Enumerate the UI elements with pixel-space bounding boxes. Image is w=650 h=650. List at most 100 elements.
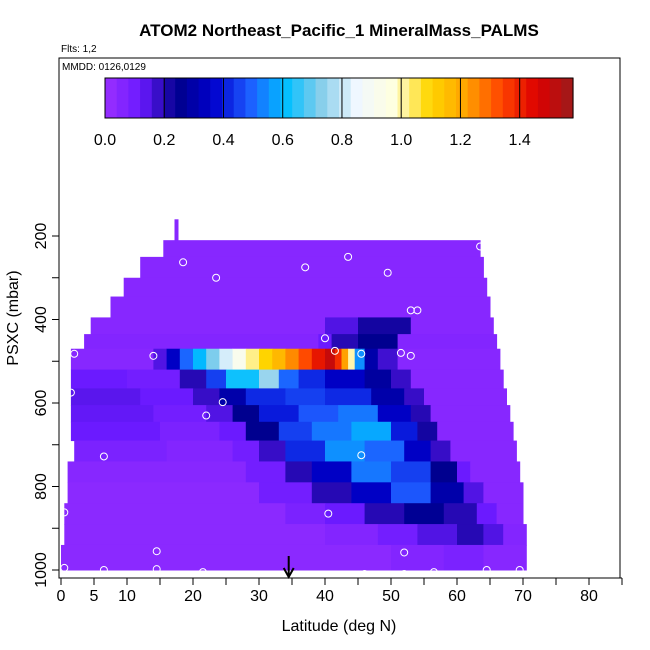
- colorbar-tick-label: 0.6: [272, 132, 294, 149]
- heatmap-cell: [496, 503, 524, 525]
- colorbar-tick-label: 0.0: [94, 132, 116, 149]
- x-tick-label: 60: [448, 588, 466, 605]
- sample-point: [476, 242, 485, 251]
- heatmap-cell: [397, 334, 498, 350]
- sample-point: [482, 566, 491, 574]
- colorbar-swatch: [292, 78, 305, 118]
- colorbar-swatch: [163, 78, 176, 118]
- colorbar-swatch: [233, 78, 246, 118]
- heatmap-cell: [377, 405, 412, 423]
- heatmap-cell: [67, 461, 247, 483]
- arrow-head: [282, 567, 295, 580]
- colorbar-swatch: [198, 78, 211, 118]
- colorbar-swatch: [105, 78, 118, 118]
- sample-points: [60, 242, 524, 578]
- colorbar-swatch: [420, 78, 434, 118]
- heatmap-cell: [127, 369, 181, 389]
- colorbar-swatch: [362, 78, 375, 118]
- x-tick-label: 50: [382, 588, 400, 605]
- heatmap-cell: [476, 503, 498, 525]
- heatmap-cell: [417, 421, 438, 442]
- colorbar-swatch: [257, 78, 270, 118]
- heatmap-cell: [285, 503, 326, 525]
- heatmap-cell: [483, 482, 524, 504]
- heatmap-cell: [503, 524, 527, 546]
- colorbar-swatch: [140, 78, 153, 118]
- heatmap-cell: [354, 348, 366, 371]
- colorbar-swatch: [479, 78, 492, 118]
- colorbar-tick-label: 1.0: [390, 132, 412, 149]
- heatmap-cell: [391, 482, 432, 504]
- colorbar-swatch: [397, 78, 410, 118]
- heatmap-cell: [140, 256, 484, 279]
- heatmap-cell: [110, 296, 491, 318]
- heatmap-cell: [219, 421, 247, 442]
- date-note: MMDD: 0126,0129: [62, 62, 146, 73]
- chart-title: ATOM2 Northeast_Pacific_1 MineralMass_PA…: [139, 21, 539, 40]
- sample-point: [66, 388, 75, 397]
- heatmap-cell: [410, 369, 504, 389]
- heatmap-cell: [404, 503, 445, 525]
- colorbar-swatch: [116, 78, 129, 118]
- sample-point: [515, 566, 524, 574]
- heatmap-cell: [160, 421, 220, 442]
- colorbar-swatch: [432, 78, 445, 118]
- heatmap-cell: [67, 482, 260, 504]
- heatmap-cell: [90, 317, 326, 335]
- y-tick-label: 1000: [33, 552, 50, 588]
- colorbar-swatch: [526, 78, 539, 118]
- heatmap-cells: [61, 219, 527, 571]
- colorbar-tick-label: 1.2: [449, 132, 471, 149]
- heatmap-cell: [348, 348, 356, 371]
- heatmap-cell: [391, 369, 412, 389]
- sample-point: [400, 570, 409, 578]
- heatmap-cell: [404, 388, 425, 406]
- location-arrow: [282, 556, 295, 580]
- sample-point: [70, 349, 79, 358]
- sample-point: [60, 563, 69, 572]
- heatmap-cell: [232, 405, 260, 423]
- sample-point: [198, 568, 207, 577]
- heatmap-cell: [64, 524, 326, 546]
- x-axis: 0 5 10 20 30 40 50 60 70 80: [57, 577, 623, 605]
- sample-point: [152, 565, 161, 574]
- heatmap-cell: [391, 544, 445, 571]
- heatmap-cell: [417, 524, 458, 546]
- heatmap-cell: [430, 461, 458, 483]
- heatmap-cell: [410, 317, 494, 335]
- heatmap-cell: [364, 369, 392, 389]
- sample-point: [179, 258, 188, 267]
- heatmap-cell: [174, 219, 179, 243]
- sample-point: [218, 398, 227, 407]
- y-tick-label: 400: [33, 306, 50, 333]
- heatmap-cell: [245, 461, 286, 483]
- colorbar-swatch: [467, 78, 480, 118]
- heatmap-cell: [84, 334, 319, 350]
- heatmap-cell: [70, 348, 154, 371]
- sample-point: [60, 508, 69, 517]
- heatmap-cell: [166, 348, 181, 371]
- colorbar-swatch: [339, 78, 352, 118]
- colorbar-swatch: [514, 78, 527, 118]
- colorbar-swatch: [303, 78, 317, 118]
- heatmap-cell: [391, 421, 418, 442]
- heatmap-cell: [140, 388, 194, 406]
- heatmap-cell: [70, 405, 154, 423]
- heatmap-cell: [457, 524, 484, 546]
- colorbar-swatch: [315, 78, 328, 118]
- x-axis-label: Latitude (deg N): [282, 618, 397, 635]
- heatmap-cell: [259, 405, 300, 423]
- heatmap-cell: [206, 405, 234, 423]
- x-tick-label: 20: [184, 588, 202, 605]
- heatmap-cell: [351, 461, 392, 483]
- colorbar-tick-label: 0.2: [153, 132, 175, 149]
- colorbar-swatch: [491, 78, 504, 118]
- sample-point: [344, 252, 353, 261]
- colorbar: 0.0 0.2 0.4 0.6 0.8 1.0 1.2 1.4: [94, 77, 574, 149]
- heatmap-cell: [311, 461, 352, 483]
- heatmap-cell: [278, 369, 300, 389]
- heatmap-cell: [179, 348, 194, 371]
- heatmap-cell: [206, 369, 227, 389]
- sample-point: [357, 451, 366, 460]
- sample-point: [330, 346, 339, 355]
